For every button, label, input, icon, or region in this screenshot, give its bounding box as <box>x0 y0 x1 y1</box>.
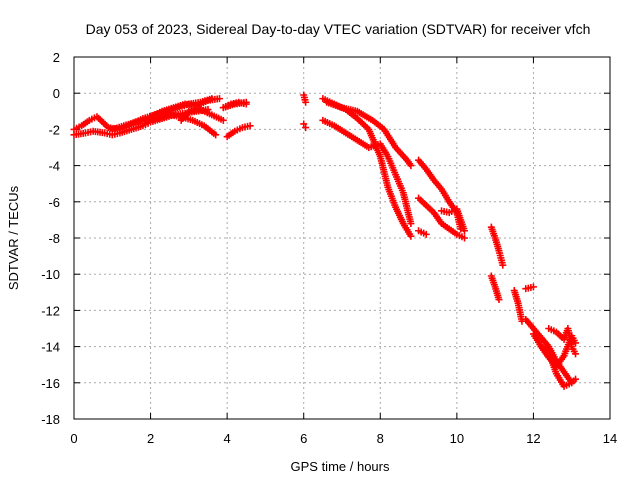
x-tick-label: 6 <box>300 431 307 446</box>
y-tick-label: -4 <box>48 159 60 174</box>
data-point <box>407 162 415 170</box>
data-point <box>422 230 430 238</box>
data-point <box>495 296 503 304</box>
x-tick-label: 12 <box>526 431 540 446</box>
data-point <box>572 339 580 347</box>
data-marks <box>70 91 580 390</box>
data-point <box>212 131 220 139</box>
data-point <box>499 261 507 269</box>
x-tick-label: 0 <box>70 431 77 446</box>
y-axis-label: SDTVAR / TECUs <box>6 185 21 290</box>
y-tick-label: -12 <box>41 303 60 318</box>
data-point <box>219 116 227 124</box>
y-tick-label: -8 <box>48 231 60 246</box>
data-point <box>572 375 580 383</box>
y-tick-label: -10 <box>41 267 60 282</box>
x-tick-label: 8 <box>377 431 384 446</box>
y-tick-label: -2 <box>48 122 60 137</box>
y-tick-label: 0 <box>53 86 60 101</box>
data-point <box>300 120 308 128</box>
data-point <box>461 234 469 242</box>
data-point <box>461 227 469 235</box>
x-axis-label: GPS time / hours <box>291 459 390 474</box>
y-tick-label: -18 <box>41 412 60 427</box>
data-point <box>568 379 576 387</box>
x-tick-label: 10 <box>450 431 464 446</box>
y-tick-label: -6 <box>48 195 60 210</box>
data-point <box>529 283 537 291</box>
data-point <box>407 232 415 240</box>
data-point <box>572 350 580 358</box>
x-tick-label: 4 <box>224 431 231 446</box>
data-point <box>215 95 223 103</box>
data-point <box>242 98 250 106</box>
y-tick-label: 2 <box>53 50 60 65</box>
y-tick-label: -16 <box>41 376 60 391</box>
y-tick-label: -14 <box>41 340 60 355</box>
x-tick-label: 14 <box>603 431 617 446</box>
data-point <box>246 122 254 130</box>
grid <box>74 57 610 419</box>
data-point <box>302 124 310 132</box>
chart-title: Day 053 of 2023, Sidereal Day-to-day VTE… <box>86 21 591 37</box>
x-tick-label: 2 <box>147 431 154 446</box>
data-point <box>407 220 415 228</box>
axis-ticks: 0 2 4 6 8 10 12 14 2 0 -2 -4 -6 -8 -10 -12 -14 -16 -18 <box>41 50 617 446</box>
data-point <box>302 98 310 106</box>
